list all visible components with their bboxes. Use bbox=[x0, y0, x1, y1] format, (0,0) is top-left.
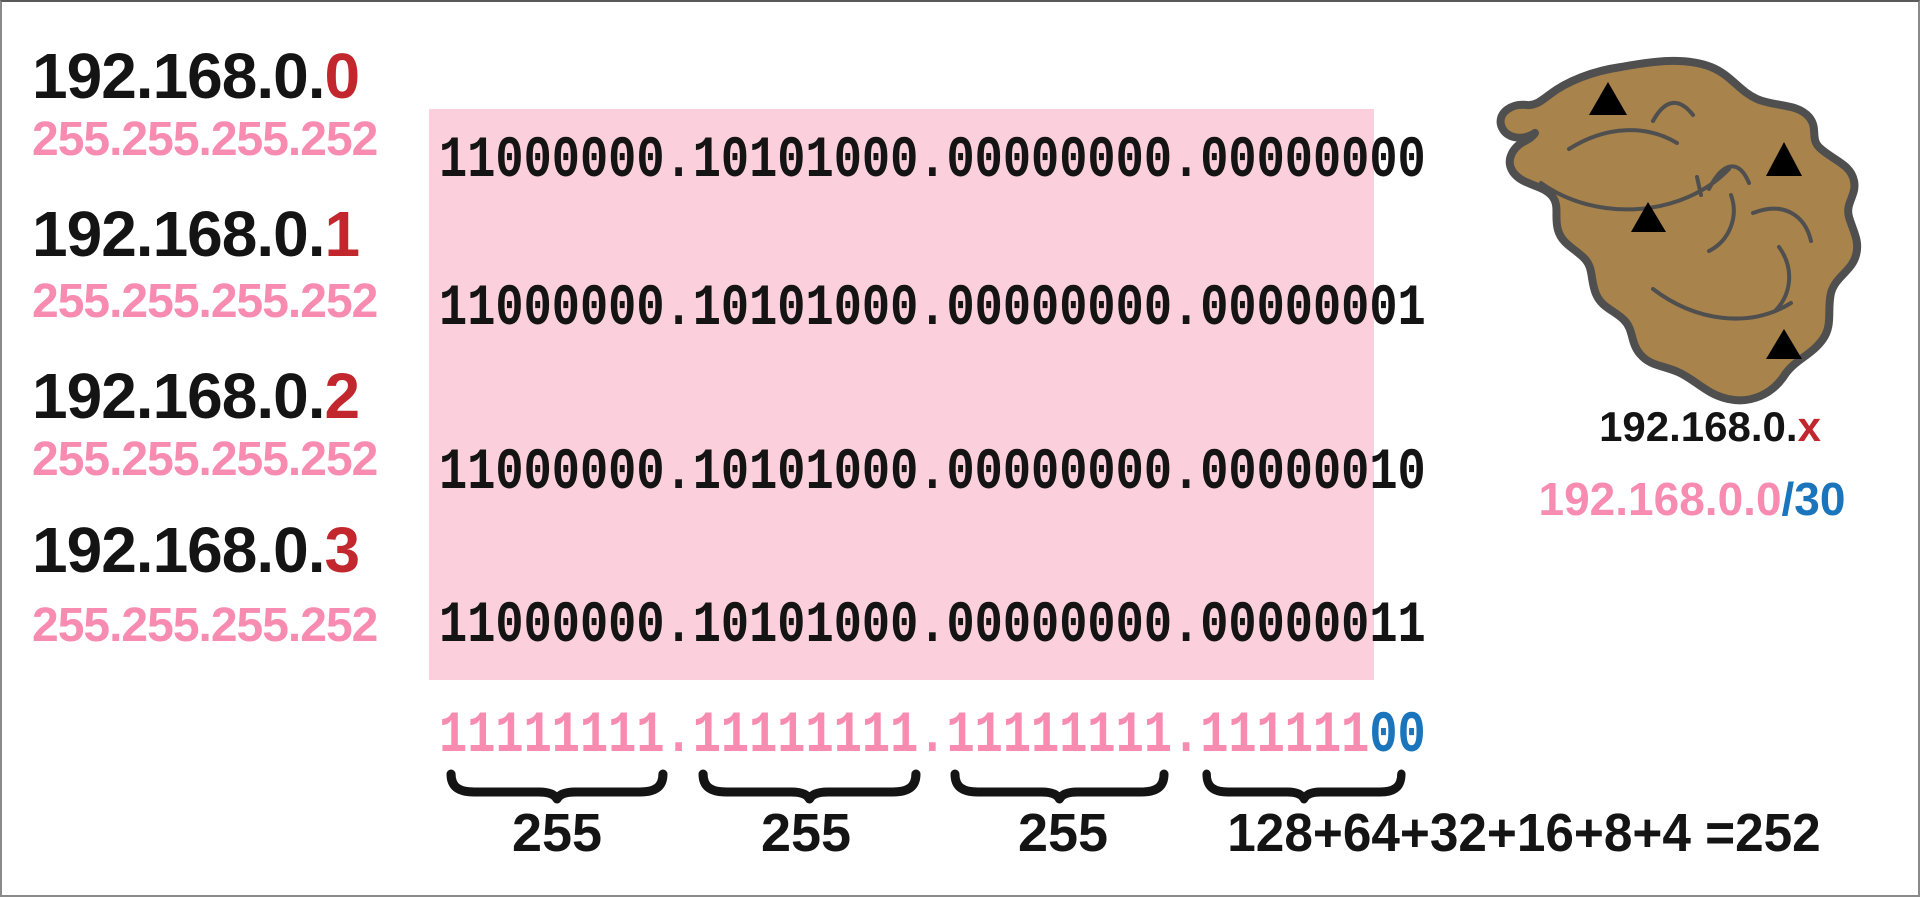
underbrace bbox=[698, 769, 921, 804]
ip-host-digit: 2 bbox=[324, 360, 361, 432]
subnet-mask: 255.255.255.252 bbox=[32, 275, 378, 328]
ip-host-digit: 3 bbox=[324, 514, 361, 586]
island-landmass bbox=[1496, 56, 1862, 405]
subnet-mask: 255.255.255.252 bbox=[32, 433, 378, 486]
mountain-icon bbox=[1631, 202, 1666, 232]
ip-address: 192.168.0.2 bbox=[32, 364, 360, 428]
ip-prefix: 192.168.0. bbox=[32, 360, 325, 432]
ip-prefix: 192.168.0. bbox=[32, 514, 325, 586]
mountain-icon bbox=[1589, 82, 1627, 115]
ip-host-digit: 0 bbox=[324, 40, 361, 112]
caption-host: x bbox=[1797, 403, 1821, 450]
underbrace bbox=[950, 769, 1169, 804]
island-illustration bbox=[1496, 56, 1862, 405]
ip-address: 192.168.0.1 bbox=[32, 202, 360, 266]
underbrace bbox=[446, 769, 668, 804]
binary-bits: 11000000.10101000.00000000.00000011 bbox=[439, 594, 1426, 659]
binary-mask-row: 11111111.11111111.11111111.11111100 bbox=[439, 708, 1657, 766]
caption-prefix: 192.168.0. bbox=[1599, 403, 1798, 450]
binary-highlight-panel bbox=[429, 109, 1374, 680]
underbrace bbox=[1202, 769, 1406, 804]
ip-host-digit: 1 bbox=[324, 198, 361, 270]
ip-address: 192.168.0.3 bbox=[32, 518, 360, 582]
mountain-icon bbox=[1766, 329, 1802, 359]
island-network-caption: 192.168.0.x bbox=[1599, 406, 1821, 448]
octet-sum-value: 128+64+32+16+8+4 =252 bbox=[1227, 803, 1821, 863]
subnet-mask: 255.255.255.252 bbox=[32, 113, 378, 166]
binary-address-row: 11000000.10101000.00000000.00000011 bbox=[439, 598, 1657, 656]
subnet-mask: 255.255.255.252 bbox=[32, 599, 378, 652]
cidr-network: 192.168.0.0 bbox=[1538, 473, 1782, 525]
binary-bits: 11000000.10101000.00000000.00000001 bbox=[439, 277, 1426, 342]
ip-address: 192.168.0.0 bbox=[32, 44, 360, 108]
cidr-suffix: /30 bbox=[1781, 473, 1846, 525]
network-bits: 11111111.11111111.11111111.111111 bbox=[439, 704, 1370, 769]
ip-prefix: 192.168.0. bbox=[32, 40, 325, 112]
binary-address-row: 11000000.10101000.00000000.00000000 bbox=[439, 133, 1657, 191]
host-bits: 00 bbox=[1369, 704, 1426, 769]
ip-prefix: 192.168.0. bbox=[32, 198, 325, 270]
binary-bits: 11000000.10101000.00000000.00000000 bbox=[439, 129, 1426, 194]
octet-value: 255 bbox=[760, 803, 852, 863]
octet-value: 255 bbox=[1017, 803, 1109, 863]
octet-value: 255 bbox=[511, 803, 603, 863]
mountain-icon bbox=[1766, 142, 1802, 176]
binary-bits: 11000000.10101000.00000000.00000010 bbox=[439, 441, 1426, 506]
island-cidr-label: 192.168.0.0/30 bbox=[1539, 476, 1846, 522]
binary-address-row: 11000000.10101000.00000000.00000001 bbox=[439, 281, 1657, 339]
binary-address-row: 11000000.10101000.00000000.00000010 bbox=[439, 445, 1657, 503]
